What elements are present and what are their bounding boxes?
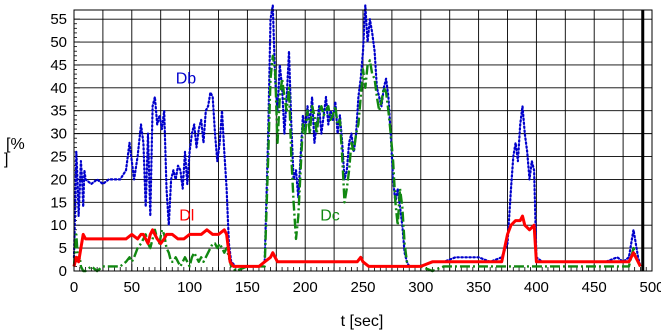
x-tick-label: 100 (177, 279, 202, 296)
plot-frame (73, 9, 653, 272)
y-tick-label: 0 (59, 263, 67, 280)
x-tick-label: 450 (582, 279, 607, 296)
series-dl-line (72, 214, 642, 268)
series-label-dc: Dc (320, 208, 340, 225)
x-tick-label: 300 (408, 279, 433, 296)
series-label-dl: Dl (179, 208, 194, 225)
y-tick-label: 50 (50, 34, 67, 51)
series-label-db: Db (176, 70, 197, 87)
series-dc-line (72, 54, 642, 273)
x-tick-label: 50 (123, 279, 140, 296)
x-axis-label: t [sec] (341, 313, 384, 330)
x-tick-label: 250 (350, 279, 375, 296)
x-tick-label: 150 (235, 279, 260, 296)
y-tick-label: 10 (50, 217, 67, 234)
y-tick-label: 35 (50, 103, 67, 120)
series-labels: Db Dc Dl (176, 70, 340, 224)
y-tick-label: 55 (50, 11, 67, 28)
x-tick-label: 400 (524, 279, 549, 296)
y-tick-label: 15 (50, 194, 67, 211)
y-axis-label-tail: ] (4, 151, 8, 168)
series-layer (72, 4, 642, 273)
y-tick-label: 45 (50, 57, 67, 74)
y-axis-label: [% (6, 136, 25, 153)
y-tick-label: 25 (50, 149, 67, 166)
y-tick-label: 30 (50, 126, 67, 143)
y-tick-label: 5 (59, 240, 67, 257)
x-tick-label: 500 (639, 279, 661, 296)
y-tick-label: 20 (50, 171, 67, 188)
x-tick-label: 0 (70, 279, 78, 296)
tick-labels: 0 50 100 150 200 250 300 350 400 450 500 0 5 10 15 20 25… (50, 11, 661, 296)
x-tick-label: 350 (466, 279, 491, 296)
y-tick-label: 40 (50, 80, 67, 97)
x-tick-label: 200 (293, 279, 318, 296)
